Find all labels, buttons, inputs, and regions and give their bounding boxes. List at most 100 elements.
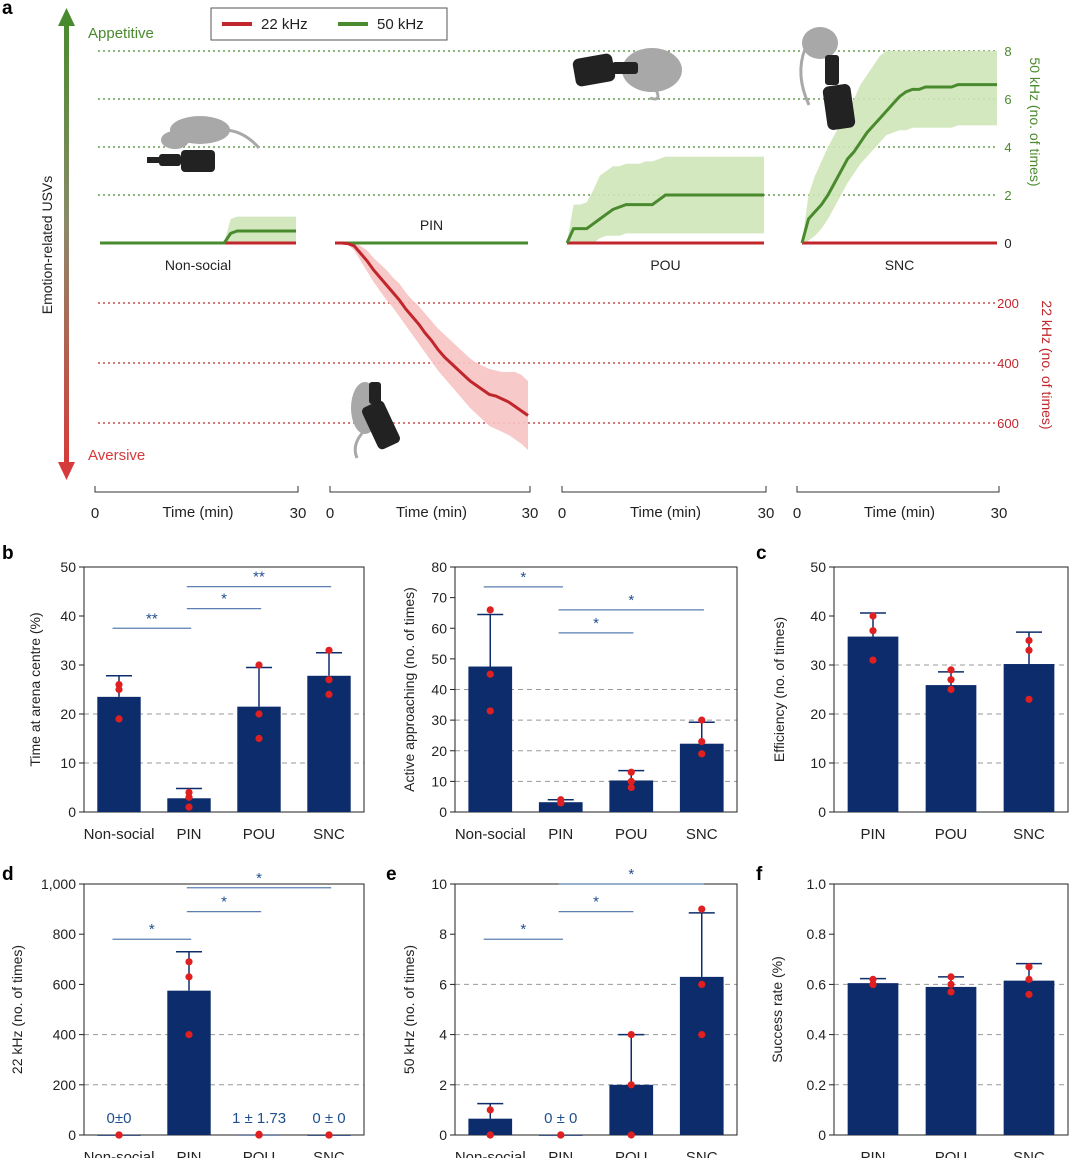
x-tick-label: POU <box>935 826 968 843</box>
time-axis: 0 30 Time (min) <box>91 486 307 522</box>
y-axis-label: 22 kHz (no. of times) <box>9 945 25 1074</box>
y-tick-label: 1.0 <box>807 876 827 892</box>
y-axis-label: Active approaching (no. of times) <box>401 587 417 792</box>
plot-frame <box>83 883 365 1136</box>
bar <box>468 1118 513 1135</box>
x-tick-label: SNC <box>1013 1149 1045 1158</box>
y-tick-label: 4 <box>439 1027 447 1043</box>
significance-bracket: * <box>558 894 634 913</box>
data-point <box>627 768 635 776</box>
legend-label-50khz: 50 kHz <box>377 16 424 33</box>
tick-label-50khz: 8 <box>1004 44 1011 59</box>
band-50khz <box>567 156 764 243</box>
y-tick-label: 0.4 <box>807 1027 827 1043</box>
data-point <box>325 676 333 684</box>
y-tick-label: 10 <box>60 755 76 771</box>
significance-label: * <box>628 866 634 883</box>
series-50khz <box>800 83 997 244</box>
panel-letter-d: d <box>2 864 14 885</box>
y-axis-label: Success rate (%) <box>769 956 785 1063</box>
time-axis-line <box>94 486 299 493</box>
x-tick-label: SNC <box>313 1149 345 1158</box>
y-tick-label: 400 <box>53 1027 77 1043</box>
y-axis-label: Efficiency (no. of times) <box>771 617 787 762</box>
data-point <box>486 606 494 614</box>
emotion-axis-bar <box>64 22 69 470</box>
tick-label-22khz: 600 <box>997 416 1019 431</box>
y-tick-label: 20 <box>810 706 826 722</box>
right-axis-label-50khz: 50 kHz (no. of times) <box>1027 57 1043 186</box>
y-tick-label: 6 <box>439 976 447 992</box>
right-axis-label-22khz: 22 kHz (no. of times) <box>1039 300 1055 429</box>
legend-label-22khz: 22 kHz <box>261 16 308 33</box>
data-point <box>869 656 877 664</box>
x-tick-label: POU <box>243 826 276 843</box>
x-tick-label: SNC <box>686 1149 718 1158</box>
time-axis-label: Time (min) <box>630 504 701 521</box>
band-50khz <box>100 216 296 243</box>
time-axis-label: Time (min) <box>162 504 233 521</box>
condition-non-social: Non-social 0 30 Time (min) <box>91 216 307 522</box>
bar <box>847 636 899 812</box>
value-label: 0±0 <box>107 1110 132 1127</box>
data-point <box>947 980 955 989</box>
data-point <box>698 750 706 758</box>
data-point <box>185 1031 193 1039</box>
bar <box>1003 664 1055 812</box>
data-point <box>255 734 263 743</box>
data-point <box>947 685 955 694</box>
x-tick-label: PIN <box>548 1149 573 1158</box>
tick-label-22khz: 400 <box>997 356 1019 371</box>
time-axis-line <box>329 486 531 493</box>
condition-pin: PIN 0 30 Time (min) <box>326 217 539 522</box>
condition-snc: SNC 0 30 Time (min) <box>793 51 1008 522</box>
x-tick-label: PIN <box>860 1149 885 1158</box>
rat-robot-illustration-pin <box>351 382 400 459</box>
y-tick-label: 10 <box>431 773 447 789</box>
y-tick-label: 0.8 <box>807 926 827 942</box>
tick-label-50khz: 0 <box>1004 236 1011 251</box>
series-50khz <box>100 229 296 245</box>
time-axis: 0 30 Time (min) <box>793 486 1008 522</box>
significance-label: * <box>628 592 634 609</box>
data-point <box>557 799 565 807</box>
emotion-axis-down-arrow <box>58 462 75 480</box>
y-tick-label: 40 <box>60 608 76 624</box>
significance-label: * <box>593 615 599 632</box>
data-point <box>115 1131 123 1139</box>
time-axis-end: 30 <box>991 505 1008 522</box>
condition-label: SNC <box>885 257 915 273</box>
panel-e-50khz-chart: 0 2 4 6 8 10 50 kHz (no. of times) Non-social 0 … <box>401 866 738 1158</box>
time-axis-end: 30 <box>290 505 307 522</box>
condition-label: Non-social <box>165 257 231 273</box>
rat-robot-illustration-pou <box>572 48 682 101</box>
time-axis-end: 30 <box>522 505 539 522</box>
time-axis: 0 30 Time (min) <box>558 486 774 522</box>
emotion-axis-up-arrow <box>58 8 75 26</box>
y-tick-label: 70 <box>431 590 447 606</box>
x-tick-label: PIN <box>548 826 573 843</box>
time-axis-start: 0 <box>326 505 334 522</box>
data-point <box>115 685 123 694</box>
x-tick-label: Non-social <box>84 1149 155 1158</box>
data-point <box>698 980 706 989</box>
data-point <box>947 666 955 674</box>
y-tick-label: 50 <box>810 559 826 575</box>
y-tick-label: 0.2 <box>807 1077 827 1093</box>
panel-letter-c: c <box>756 543 767 564</box>
emotion-axis-label: Emotion-related USVs <box>39 176 55 315</box>
panel-a-emotion-axis: Appetitive Aversive Emotion-related USVs <box>39 8 154 480</box>
bar <box>1003 980 1055 1135</box>
significance-label: * <box>221 894 227 911</box>
bar <box>97 696 141 812</box>
bar <box>679 976 724 1135</box>
data-point <box>185 958 193 966</box>
data-point <box>325 690 333 699</box>
significance-label: * <box>221 591 227 608</box>
significance-label: * <box>149 921 155 938</box>
tick-label-50khz: 2 <box>1004 188 1011 203</box>
y-tick-label: 0 <box>818 804 826 820</box>
data-point <box>947 988 955 996</box>
significance-bracket: * <box>483 921 563 940</box>
